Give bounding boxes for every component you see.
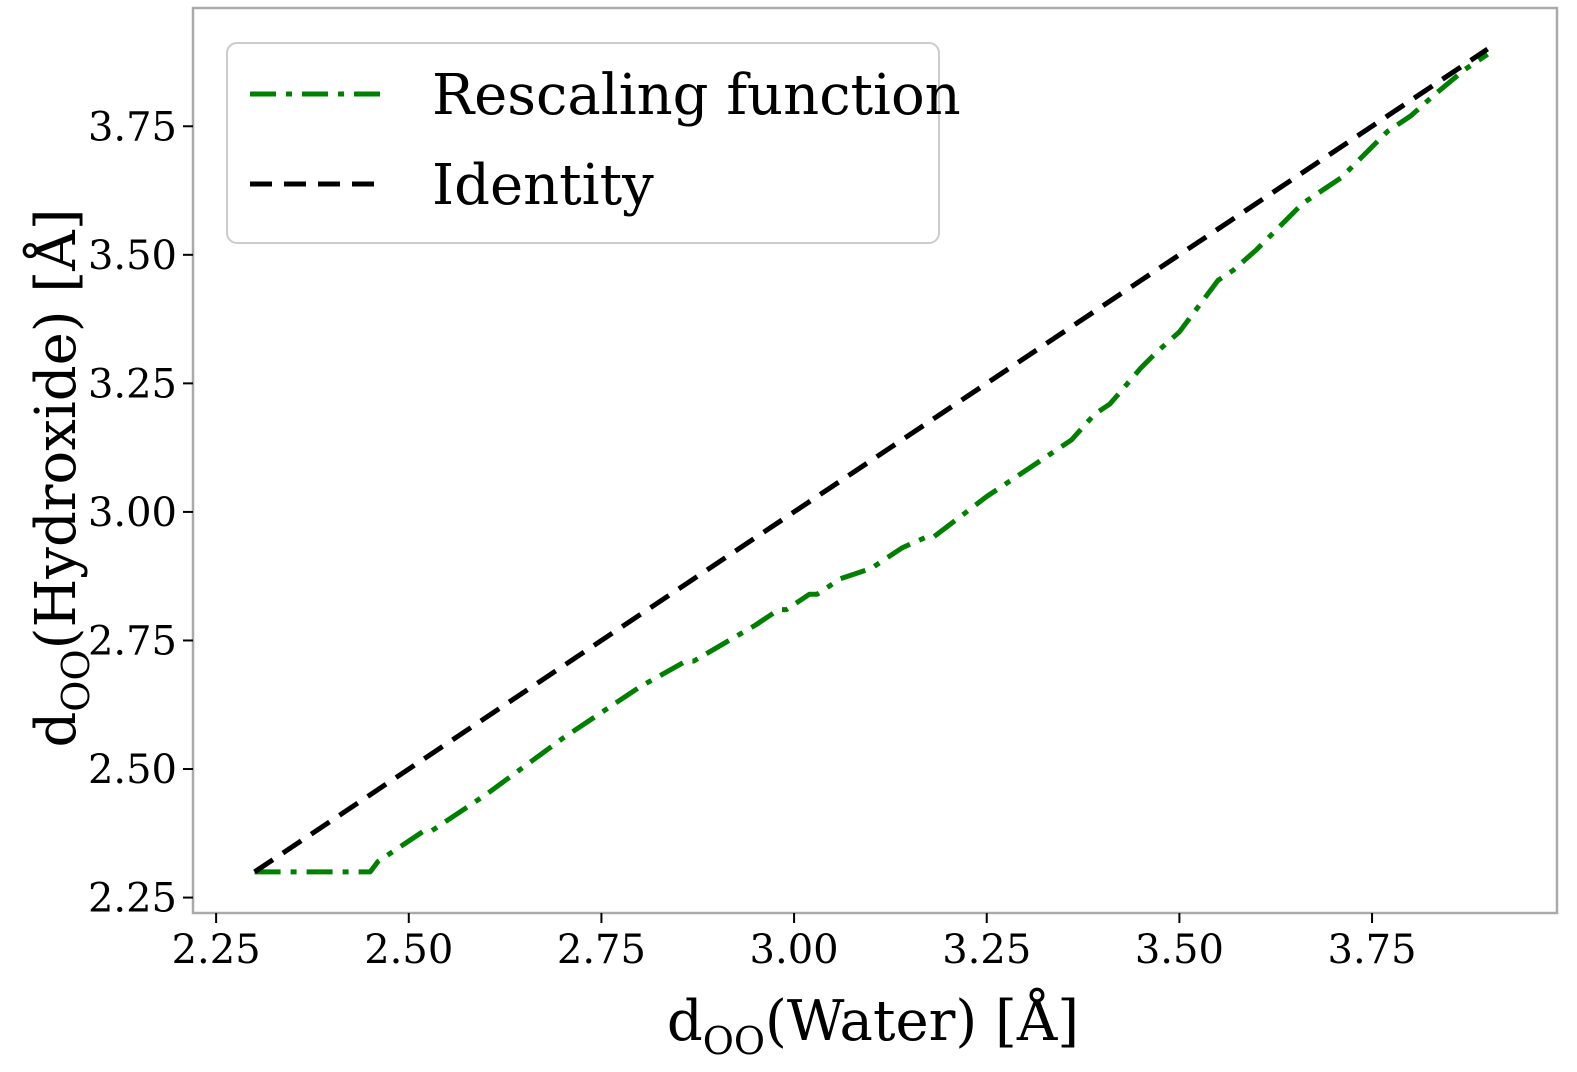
legend-label-rescaling: Rescaling function (432, 63, 961, 128)
y-tick-label: 3.25 (88, 361, 177, 407)
x-tick-label: 3.25 (942, 927, 1031, 973)
x-tick-label: 2.75 (557, 927, 646, 973)
x-axis-label-main: d (667, 989, 703, 1054)
x-axis-label-sub: OO (703, 1019, 765, 1063)
legend-label-identity: Identity (432, 153, 654, 218)
axes: 2.25 2.50 2.75 3.00 3.25 3.50 3.75 2.25 2.50 2.75… (88, 6, 1559, 973)
x-axis-label: dOO(Water) [Å] (667, 987, 1079, 1063)
y-tick-label: 3.75 (88, 104, 177, 150)
y-tick-label: 3.00 (88, 490, 177, 536)
y-axis-label-main: d (24, 712, 89, 748)
x-tick-label: 2.25 (172, 927, 261, 973)
y-tick-label: 2.75 (88, 618, 177, 664)
series-line-rescaling-function (254, 52, 1489, 875)
x-tick-label: 2.50 (364, 927, 453, 973)
series-line-identity (253, 47, 1489, 874)
legend-box (226, 42, 940, 244)
x-axis-label-rest: (Water) [Å] (765, 987, 1079, 1054)
x-tick-label: 3.00 (750, 927, 839, 973)
y-axis-label-sub: OO (54, 649, 98, 711)
plot-lines (253, 47, 1489, 875)
y-axis-label-rest: (Hydroxide) [Å] (22, 208, 89, 649)
legend: Rescaling function Identity (226, 42, 961, 244)
y-tick-label: 2.50 (88, 747, 177, 793)
y-tick-label: 2.25 (88, 876, 177, 922)
x-tick-label: 3.50 (1135, 927, 1224, 973)
x-tick-label: 3.75 (1328, 927, 1417, 973)
y-tick-label: 3.50 (88, 233, 177, 279)
y-axis-label: dOO(Hydroxide) [Å] (22, 208, 98, 747)
plot-frame (191, 6, 1559, 915)
